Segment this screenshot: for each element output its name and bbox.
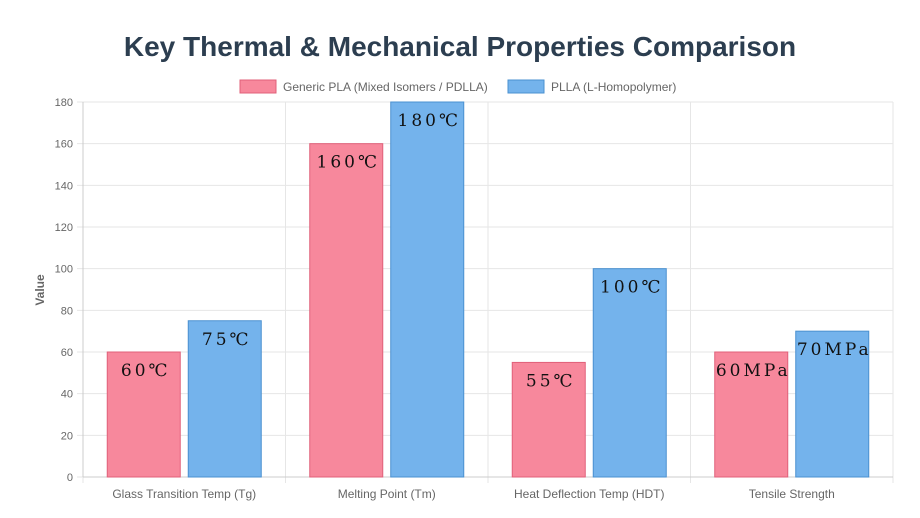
bar (511, 361, 586, 478)
legend: Generic PLA (Mixed Isomers / PDLLA) PLLA … (239, 79, 676, 94)
x-tick-label: Heat Deflection Temp (HDT) (514, 487, 665, 501)
data-label: 70MPa (797, 340, 872, 360)
legend-swatch (507, 79, 545, 94)
data-label: 100℃ (600, 278, 663, 298)
data-labels: 60℃ 160℃ 55℃ 60MPa 75℃ 180℃ 100℃ 70MPa (121, 111, 872, 391)
bar (390, 101, 465, 478)
legend-label: PLLA (L-Homopolymer) (551, 80, 676, 94)
data-label: 180℃ (398, 111, 461, 131)
bar (106, 351, 181, 478)
legend-label: Generic PLA (Mixed Isomers / PDLLA) (283, 80, 488, 94)
y-tick-label: 120 (55, 222, 73, 234)
bars (106, 101, 870, 478)
data-label: 75℃ (202, 330, 252, 350)
y-tick-label: 160 (55, 139, 73, 151)
data-label: 60MPa (716, 361, 791, 381)
bar (592, 268, 667, 478)
y-tick-label: 80 (61, 305, 73, 317)
y-axis-label: Value (33, 274, 47, 306)
data-label: 160℃ (317, 153, 380, 173)
bar (309, 143, 384, 478)
x-tick-label: Glass Transition Temp (Tg) (112, 487, 256, 501)
x-tick-label: Tensile Strength (749, 487, 835, 501)
bar (187, 320, 262, 478)
bar (795, 330, 870, 478)
x-tick-label: Melting Point (Tm) (338, 487, 436, 501)
y-tick-label: 100 (55, 264, 73, 276)
y-tick-label: 60 (61, 347, 73, 359)
y-tick-label: 20 (61, 430, 73, 442)
data-label: 55℃ (526, 371, 576, 391)
data-label: 60℃ (121, 361, 171, 381)
y-tick-label: 180 (55, 97, 73, 109)
y-tick-label: 0 (67, 472, 73, 484)
legend-swatch (239, 79, 277, 94)
y-tick-label: 140 (55, 180, 73, 192)
grid: 0 20 40 60 80 100 120 140 160 180 Glass Transition… (55, 97, 894, 501)
bar (714, 351, 789, 478)
chart-title: Key Thermal & Mechanical Properties Comp… (124, 31, 796, 62)
y-tick-label: 40 (61, 389, 73, 401)
